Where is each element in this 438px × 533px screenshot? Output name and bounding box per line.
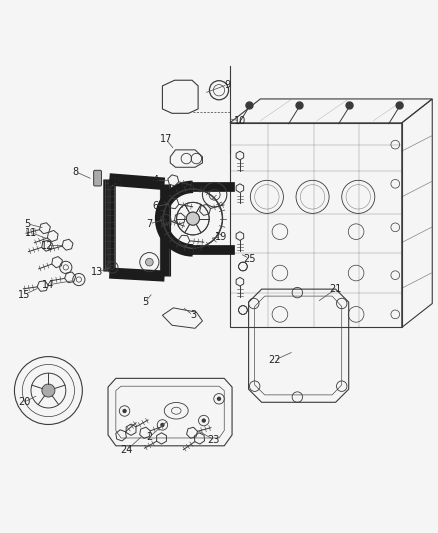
Text: 21: 21: [329, 284, 342, 294]
Text: 5: 5: [25, 219, 31, 229]
Text: 2: 2: [146, 432, 152, 442]
Text: 22: 22: [268, 355, 281, 365]
Text: 6: 6: [153, 201, 159, 212]
Text: 11: 11: [25, 228, 37, 238]
Circle shape: [187, 212, 199, 225]
Text: 17: 17: [160, 134, 172, 144]
Circle shape: [42, 384, 55, 397]
Text: 10: 10: [234, 116, 246, 126]
Text: 9: 9: [225, 79, 231, 90]
Text: 20: 20: [18, 397, 30, 407]
Circle shape: [217, 397, 221, 401]
Text: 14: 14: [42, 280, 54, 290]
Circle shape: [160, 423, 165, 427]
Text: 12: 12: [41, 240, 53, 251]
Circle shape: [396, 102, 403, 109]
Text: 16: 16: [112, 176, 124, 187]
Circle shape: [296, 102, 303, 109]
Text: 3: 3: [190, 310, 196, 320]
Text: 25: 25: [243, 254, 256, 264]
Circle shape: [201, 418, 206, 423]
Text: 15: 15: [18, 290, 30, 300]
Circle shape: [145, 259, 153, 266]
FancyBboxPatch shape: [94, 171, 102, 186]
Text: 18: 18: [190, 245, 202, 255]
Text: 13: 13: [91, 266, 103, 277]
Text: 7: 7: [146, 219, 152, 229]
Text: 5: 5: [142, 297, 148, 307]
Text: 24: 24: [120, 445, 133, 455]
Text: 23: 23: [208, 435, 220, 445]
Circle shape: [346, 102, 353, 109]
Text: 19: 19: [215, 232, 227, 242]
Text: 8: 8: [72, 167, 78, 176]
Circle shape: [187, 212, 199, 225]
Circle shape: [122, 409, 127, 413]
Circle shape: [246, 102, 253, 109]
Text: 4: 4: [153, 175, 159, 185]
